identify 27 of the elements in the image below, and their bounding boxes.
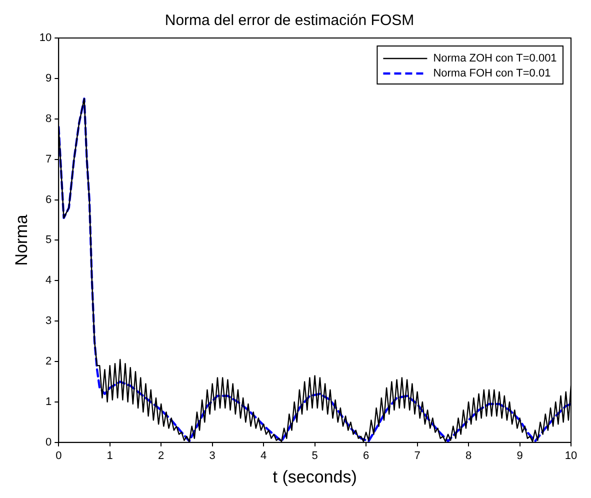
y-tick-label: 8 — [46, 112, 52, 125]
x-tick-label: 1 — [106, 450, 113, 462]
legend-label: Norma ZOH con T=0.001 — [433, 52, 557, 65]
x-tick-label: 7 — [414, 450, 420, 462]
x-tick-label: 9 — [516, 450, 523, 462]
x-tick-label: 2 — [158, 450, 164, 462]
y-tick-label: 10 — [39, 32, 52, 44]
chart-title: Norma del error de estimación FOSM — [164, 12, 414, 30]
y-tick-label: 7 — [46, 153, 52, 166]
y-tick-label: 2 — [46, 356, 52, 368]
legend-label: Norma FOH con T=0.01 — [433, 68, 551, 80]
x-axis-title: t (seconds) — [272, 467, 357, 486]
y-tick-label: 4 — [46, 274, 52, 287]
x-tick-label: 4 — [260, 450, 267, 462]
y-axis-title: Norma — [12, 214, 31, 266]
y-tick-label: 5 — [46, 234, 52, 246]
x-tick-label: 3 — [209, 450, 216, 462]
y-tick-label: 6 — [46, 194, 52, 206]
y-tick-label: 1 — [46, 396, 52, 408]
x-tick-label: 8 — [465, 450, 472, 462]
y-tick-label: 3 — [46, 315, 52, 328]
x-tick-label: 5 — [312, 450, 318, 462]
x-tick-label: 6 — [362, 450, 370, 462]
x-tick-label: 10 — [564, 450, 578, 462]
y-tick-label: 0 — [46, 436, 52, 448]
y-tick-label: 9 — [46, 72, 52, 84]
x-tick-label: 0 — [56, 450, 62, 462]
